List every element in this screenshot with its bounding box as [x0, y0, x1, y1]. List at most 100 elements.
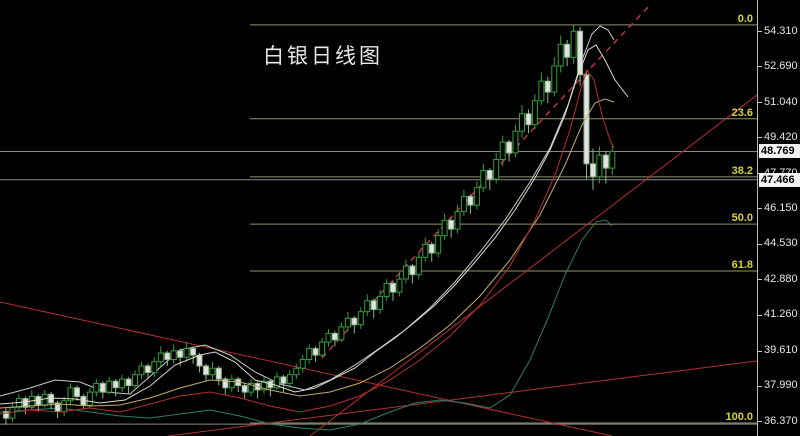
trend-line-steep-support[interactable]	[309, 94, 757, 436]
candle	[551, 57, 558, 97]
candle	[86, 387, 93, 408]
candle	[596, 146, 603, 184]
ma-fast-line	[0, 44, 629, 405]
candle	[228, 374, 235, 393]
candle	[119, 374, 126, 393]
candle	[112, 379, 119, 397]
fib-label-61.8: 61.8	[732, 259, 753, 271]
candle	[28, 389, 35, 410]
candle	[203, 363, 209, 382]
axis-tick-mark	[758, 244, 762, 245]
y-axis-tick-label: 37.990	[764, 379, 798, 391]
candle	[448, 218, 455, 238]
candle	[319, 337, 326, 358]
candle	[331, 331, 338, 347]
candle	[473, 181, 480, 210]
candle	[170, 344, 177, 364]
candle	[151, 357, 158, 377]
candle	[357, 307, 364, 330]
candle	[590, 148, 596, 190]
price-marker-48.769[interactable]: 48.769	[759, 144, 800, 158]
y-axis-tick-label: 41.260	[764, 308, 798, 320]
candle	[54, 400, 61, 419]
candle	[480, 163, 487, 193]
candle	[261, 376, 267, 395]
candle	[602, 150, 609, 184]
candle	[525, 109, 532, 134]
candle	[344, 311, 351, 332]
candle	[564, 39, 571, 66]
y-axis-tick-label: 49.420	[764, 131, 798, 143]
axis-tick-mark	[758, 421, 762, 422]
candle	[396, 272, 403, 297]
candle	[190, 346, 197, 364]
candle	[74, 385, 80, 401]
candle	[409, 263, 416, 284]
candle	[132, 370, 138, 388]
axis-tick-mark	[758, 137, 762, 138]
candle	[3, 407, 9, 425]
candle	[293, 363, 300, 380]
candle	[583, 70, 590, 179]
candle	[325, 329, 332, 347]
candle	[93, 379, 100, 397]
candle	[377, 289, 384, 314]
candle	[215, 366, 222, 386]
candle	[144, 363, 151, 380]
candle	[454, 205, 461, 234]
y-axis-tick-label: 51.040	[764, 96, 798, 108]
candle	[435, 229, 442, 258]
candle	[383, 279, 390, 301]
candle	[254, 381, 261, 399]
fib-label-0.0: 0.0	[738, 13, 753, 25]
fib-label-100.0: 100.0	[725, 411, 753, 423]
fib-label-38.2: 38.2	[732, 165, 753, 177]
y-axis-tick-label: 54.310	[764, 25, 798, 37]
ma-slow-line	[0, 98, 615, 409]
price-axis[interactable]: 54.31052.69051.04049.42047.77046.15044.5…	[757, 0, 800, 436]
candle	[286, 370, 293, 388]
candle	[222, 376, 229, 395]
axis-tick-mark	[758, 279, 762, 280]
candle	[48, 392, 55, 410]
candle	[157, 346, 164, 366]
candle	[80, 394, 87, 410]
trend-line-old-resistance[interactable]	[0, 301, 613, 436]
candle	[351, 316, 358, 334]
bb-upper-band	[0, 25, 615, 397]
candle	[209, 361, 216, 380]
candle	[544, 76, 551, 103]
axis-tick-mark	[758, 31, 762, 32]
candle	[306, 344, 313, 364]
fib-label-50.0: 50.0	[732, 212, 753, 224]
candle	[106, 376, 113, 395]
candle	[499, 135, 506, 166]
y-axis-tick-label: 36.370	[764, 415, 798, 427]
candle	[422, 237, 429, 262]
candle	[370, 298, 377, 319]
trend-line-shallow-support[interactable]	[167, 360, 757, 436]
candle	[67, 383, 74, 406]
candle	[557, 35, 564, 73]
candle	[312, 346, 319, 362]
candle	[235, 376, 242, 393]
candle	[338, 322, 345, 343]
candle	[512, 124, 519, 158]
y-axis-tick-label: 52.690	[764, 60, 798, 72]
candle	[138, 361, 145, 380]
candle	[299, 355, 306, 373]
candle	[390, 281, 396, 301]
candle	[99, 381, 106, 399]
candlestick-chart: 0.0 23.6 38.2 50.0 61.8 100.0	[0, 4, 757, 436]
price-marker-47.466[interactable]: 47.466	[759, 173, 800, 187]
candle	[486, 168, 493, 190]
axis-tick-mark	[758, 208, 762, 209]
candle	[538, 72, 545, 106]
y-axis-tick-label: 44.530	[764, 237, 798, 249]
candle	[273, 372, 280, 390]
candle	[570, 24, 577, 64]
candle	[402, 259, 409, 284]
dashed-channel-line[interactable]	[321, 4, 651, 359]
candle	[61, 396, 68, 416]
chart-plot-area[interactable]: 0.0 23.6 38.2 50.0 61.8 100.0 白银日线图	[0, 0, 757, 436]
